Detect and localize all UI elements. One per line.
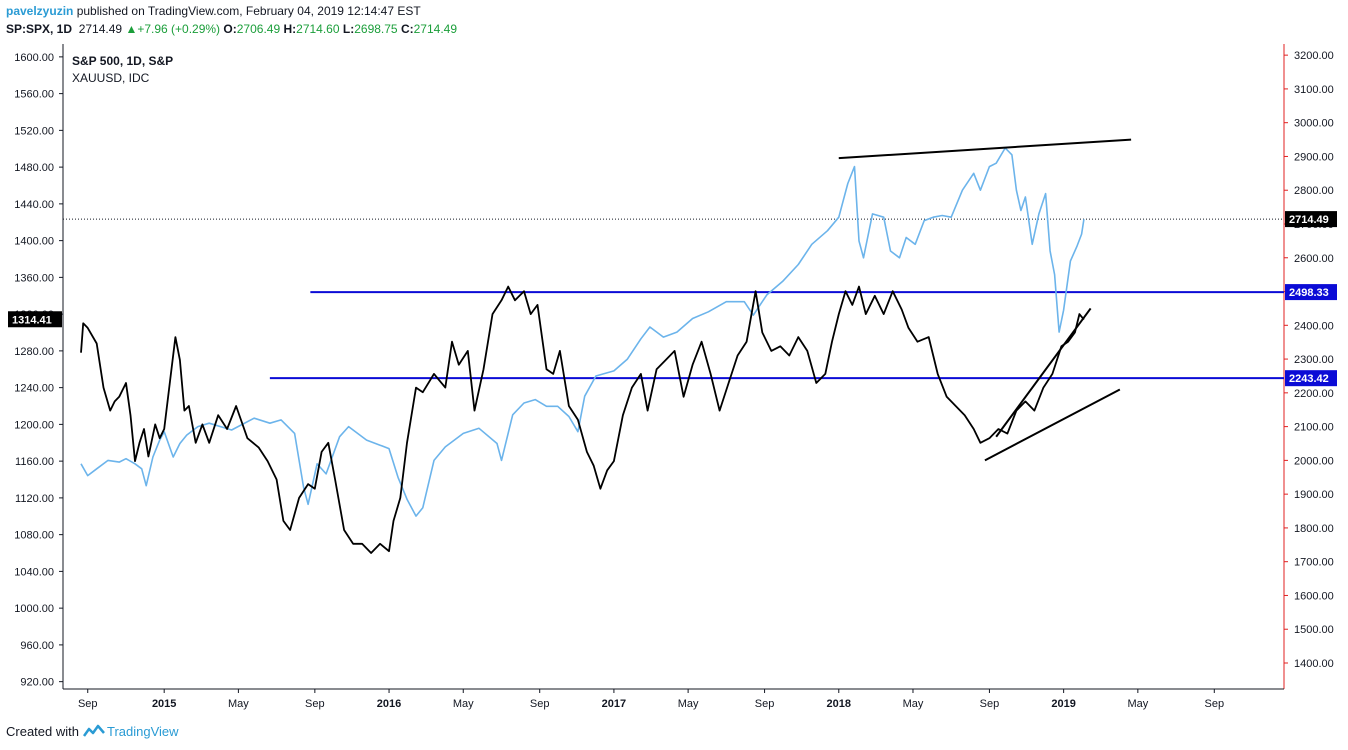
change-value: +7.96 (+0.29%)	[137, 22, 221, 36]
x-tick-label: May	[903, 698, 924, 710]
last-price: 2714.49	[78, 22, 123, 36]
left-tick-label: 1240.00	[14, 383, 54, 395]
left-tick-label: 1040.00	[14, 566, 54, 578]
spx-series-line[interactable]	[80, 147, 1085, 517]
left-tick-label: 1280.00	[14, 346, 54, 358]
left-tick-label: 960.00	[20, 640, 54, 652]
legend-series-spx[interactable]: S&P 500, 1D, S&P	[72, 54, 174, 68]
left-tick-label: 1400.00	[14, 236, 54, 248]
left-axis-value-label: 1314.41	[12, 314, 52, 326]
x-tick-label: May	[453, 698, 474, 710]
right-tick-label: 1900.00	[1294, 489, 1334, 501]
left-tick-label: 1360.00	[14, 272, 54, 284]
right-tick-label: 2000.00	[1294, 455, 1334, 467]
right-axis-value-label: 2498.33	[1289, 287, 1329, 299]
x-tick-label: Sep	[980, 698, 1000, 710]
change-up-icon: ▲	[125, 22, 138, 36]
left-tick-label: 1520.00	[14, 125, 54, 137]
x-tick-label: 2015	[152, 698, 176, 710]
close-label: C:	[400, 22, 414, 36]
publish-info: pavelzyuzin published on TradingView.com…	[6, 4, 421, 18]
x-tick-label: May	[1127, 698, 1148, 710]
right-tick-label: 2400.00	[1294, 320, 1334, 332]
open-value: 2706.49	[236, 22, 281, 36]
right-tick-label: 3000.00	[1294, 118, 1334, 130]
right-tick-label: 2600.00	[1294, 253, 1334, 265]
right-tick-label: 1700.00	[1294, 557, 1334, 569]
close-value: 2714.49	[413, 22, 458, 36]
x-tick-label: Sep	[755, 698, 775, 710]
chart-legend: S&P 500, 1D, S&P XAUUSD, IDC	[72, 53, 173, 87]
ohlc-bar: SP:SPX, 1D 2714.49 ▲+7.96 (+0.29%) O:270…	[6, 22, 457, 36]
right-tick-label: 1600.00	[1294, 590, 1334, 602]
left-tick-label: 1480.00	[14, 162, 54, 174]
x-tick-label: Sep	[530, 698, 550, 710]
x-tick-label: Sep	[78, 698, 98, 710]
trendline[interactable]	[984, 388, 1121, 462]
right-tick-label: 1500.00	[1294, 624, 1334, 636]
right-tick-label: 2300.00	[1294, 354, 1334, 366]
x-tick-label: May	[228, 698, 249, 710]
created-with-text: Created with	[6, 724, 79, 739]
left-tick-label: 1160.00	[15, 456, 54, 468]
right-tick-label: 2200.00	[1294, 388, 1334, 400]
left-tick-label: 1000.00	[14, 603, 54, 615]
x-tick-label: 2016	[377, 698, 401, 710]
footer: Created with TradingView	[6, 724, 179, 741]
left-tick-label: 1560.00	[14, 89, 54, 101]
published-text: published on TradingView.com, February 0…	[73, 4, 421, 18]
symbol-label: SP:SPX, 1D	[6, 22, 73, 36]
left-tick-label: 1080.00	[14, 530, 54, 542]
left-tick-label: 1120.00	[15, 493, 54, 505]
right-tick-label: 1800.00	[1294, 523, 1334, 535]
right-tick-label: 3100.00	[1294, 84, 1334, 96]
x-tick-label: 2019	[1051, 698, 1075, 710]
x-tick-label: Sep	[1205, 698, 1225, 710]
left-tick-label: 1200.00	[14, 419, 54, 431]
open-label: O:	[223, 22, 237, 36]
right-axis-value-badge	[1285, 211, 1337, 228]
low-value: 2698.75	[354, 22, 398, 36]
trendline[interactable]	[838, 138, 1132, 160]
right-tick-label: 2900.00	[1294, 151, 1334, 163]
x-tick-label: May	[678, 698, 699, 710]
high-label: H:	[283, 22, 297, 36]
x-tick-label: Sep	[305, 698, 325, 710]
right-tick-label: 2800.00	[1294, 185, 1334, 197]
right-tick-label: 1400.00	[1294, 658, 1334, 670]
x-tick-label: 2017	[602, 698, 626, 710]
right-axis-value-badge	[1285, 284, 1337, 301]
x-tick-label: 2018	[827, 698, 851, 710]
right-axis-value-badge	[1285, 370, 1337, 387]
left-tick-label: 1600.00	[14, 52, 54, 64]
left-tick-label: 920.00	[20, 677, 54, 689]
left-tick-label: 1440.00	[14, 199, 54, 211]
legend-series-gold[interactable]: XAUUSD, IDC	[72, 71, 150, 85]
low-label: L:	[342, 22, 355, 36]
author-link[interactable]: pavelzyuzin	[6, 4, 74, 18]
left-axis-value-badge	[8, 311, 62, 328]
trendline[interactable]	[995, 307, 1092, 438]
right-axis-value-label: 2243.42	[1289, 373, 1329, 385]
tradingview-brand-link[interactable]: TradingView	[106, 724, 179, 739]
right-tick-label: 2100.00	[1294, 422, 1334, 434]
right-tick-label: 3200.00	[1294, 50, 1334, 62]
gold-series-line[interactable]	[80, 285, 1085, 554]
tradingview-logo-icon	[82, 724, 105, 741]
high-value: 2714.60	[296, 22, 340, 36]
right-axis-value-label: 2714.49	[1289, 214, 1329, 226]
